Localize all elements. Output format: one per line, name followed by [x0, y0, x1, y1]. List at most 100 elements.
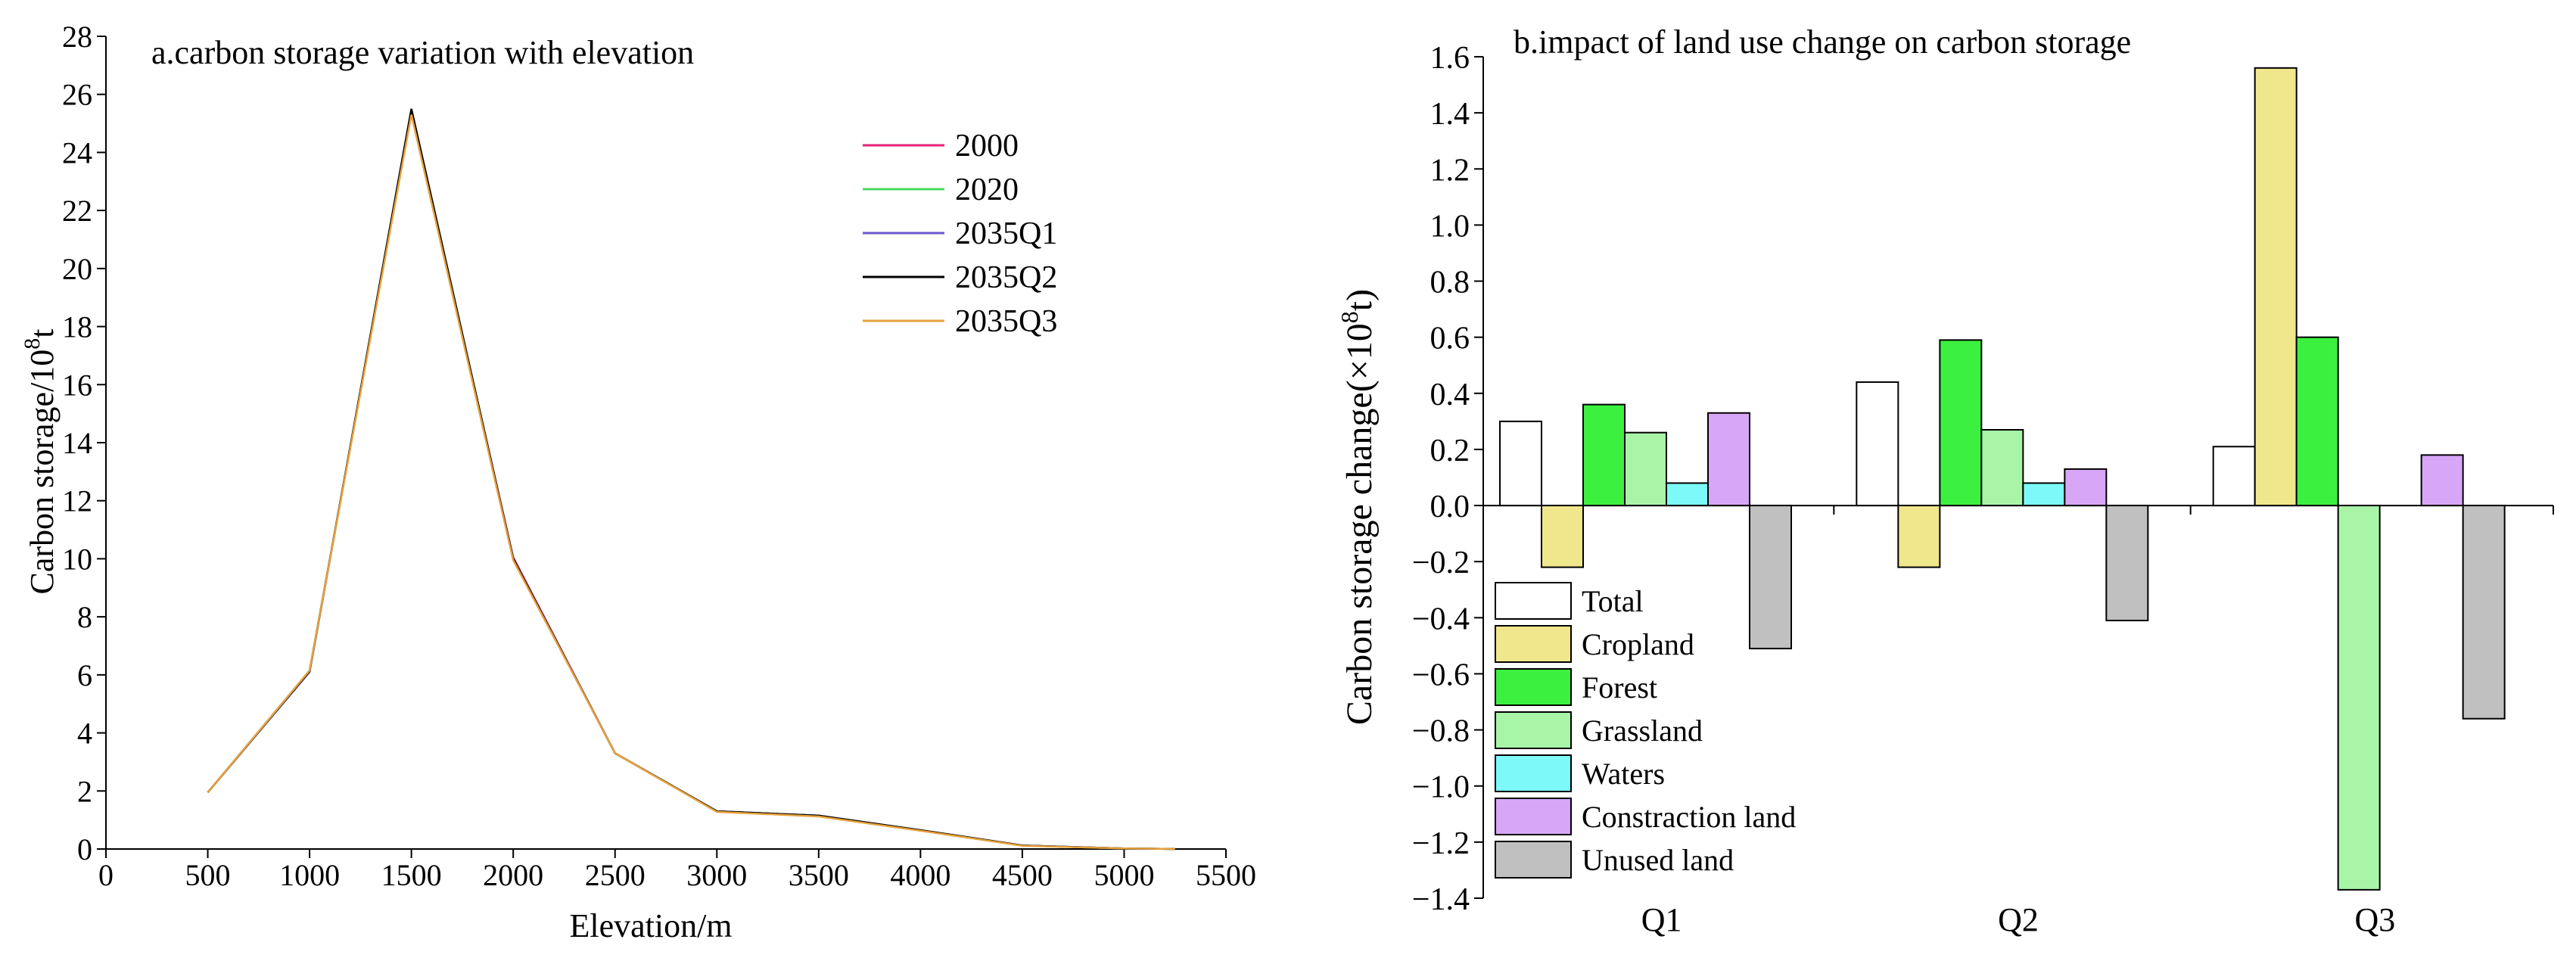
chart-b-y-tick-label: −1.0	[1412, 770, 1470, 805]
chart-b-legend-swatch	[1495, 582, 1572, 620]
chart-a-x-tick-label: 500	[185, 858, 231, 892]
chart-b-bar-Q3-constraction-land	[2420, 454, 2464, 507]
chart-a-y-tick-label: 22	[62, 194, 92, 228]
chart-a-y-tick-label: 6	[77, 658, 92, 692]
chart-b-y-tick-label: 1.2	[1430, 153, 1470, 188]
chart-b-bar-Q2-forest	[1939, 339, 1983, 507]
chart-a-y-tick-label: 4	[77, 717, 92, 751]
chart-a-ylabel-main: Carbon storage/10	[23, 350, 61, 595]
chart-b-y-tick-label: −1.4	[1412, 882, 1470, 917]
chart-b-y-tick-label: 0.8	[1430, 266, 1470, 300]
chart-a-x-tick-label: 0	[98, 858, 114, 892]
chart-b-bar-Q2-unused-land	[2105, 505, 2149, 622]
chart-b-y-tick-label: 0.0	[1430, 490, 1470, 524]
chart-b-y-tick-label: 0.2	[1430, 434, 1470, 468]
chart-b-legend-label: Unused land	[1582, 843, 1734, 877]
chart-a-y-tick-label: 12	[62, 484, 92, 518]
chart-a-legend-label: 2000	[955, 129, 1019, 163]
chart-b-bar-Q2-constraction-land	[2064, 468, 2108, 507]
chart-b-y-tick-label: 1.4	[1430, 97, 1470, 132]
chart-b-legend-swatch	[1495, 754, 1572, 792]
chart-b-y-tick-label: −0.6	[1412, 658, 1470, 692]
chart-a-x-tick-label: 4000	[890, 858, 950, 892]
chart-b-category-label: Q2	[1998, 901, 2039, 938]
chart-a-x-tick-label: 3000	[686, 858, 747, 892]
chart-a-x-tick-label: 5500	[1196, 858, 1256, 892]
chart-b-y-tick-label: −0.8	[1412, 714, 1470, 749]
chart-b-legend: Total Cropland Forest Grassland Waters Constr…	[1495, 582, 1796, 879]
chart-b-y-tick-label: −1.2	[1412, 826, 1470, 861]
chart-a-y-tick-label: 14	[62, 426, 92, 460]
chart-b-ylabel-main: Carbon storage change(×10	[1339, 323, 1380, 725]
chart-b-category-label: Q3	[2354, 901, 2395, 938]
chart-b-legend-swatch	[1495, 841, 1572, 879]
chart-a-x-tick-label: 2500	[585, 858, 646, 892]
chart-b-bar-Q1-unused-land	[1749, 505, 1792, 650]
chart-b-ylabel-tail: t)	[1339, 289, 1380, 311]
chart-a-x-tick-label: 3500	[789, 858, 849, 892]
chart-a-x-tick-label: 5000	[1094, 858, 1154, 892]
chart-b-bar-Q1-waters	[1666, 482, 1709, 507]
chart-a-y-tick-label: 8	[77, 600, 92, 634]
chart-a-y-tick-label: 20	[62, 252, 92, 286]
chart-b-y-tick-label: 0.6	[1430, 322, 1470, 356]
chart-a-y-tick-label: 26	[62, 78, 92, 112]
chart-a-title: a.carbon storage variation with elevatio…	[151, 34, 694, 71]
chart-b-bar-Q2-cropland	[1897, 505, 1941, 568]
chart-b-bar-Q1-cropland	[1541, 505, 1584, 568]
chart-a-ylabel-tail: t	[23, 328, 61, 337]
chart-b-bar-Q3-total	[2212, 446, 2256, 507]
chart-b-legend-label: Constraction land	[1582, 800, 1796, 834]
chart-a-legend-label: 2035Q1	[955, 216, 1057, 251]
chart-b-bar-Q2-grassland	[1980, 428, 2024, 507]
chart-b-legend-label: Cropland	[1582, 627, 1694, 661]
chart-a-legend-label: 2035Q3	[955, 304, 1057, 339]
chart-a-x-tick-label: 1500	[381, 858, 442, 892]
chart-a-y-tick-label: 24	[62, 135, 92, 169]
chart-b-ylabel: Carbon storage change(×108t)	[1336, 289, 1380, 725]
chart-a-axes: 0 500 1000 1500 2000 2500 3000 3500 4000 4500 5000…	[62, 20, 1256, 892]
chart-a-y-tick-label: 0	[77, 832, 92, 866]
chart-b-bar-Q1-total	[1499, 420, 1542, 507]
chart-b-bar-Q3-grassland	[2337, 505, 2381, 891]
chart-a-y-tick-label: 2	[77, 774, 92, 808]
chart-b-legend-label: Waters	[1582, 757, 1665, 791]
chart-b-legend-swatch	[1495, 625, 1572, 663]
chart-b-bar-Q3-cropland	[2254, 67, 2298, 507]
chart-b-legend-label: Forest	[1582, 670, 1657, 704]
chart-a-line-2035Q3	[207, 114, 1175, 851]
chart-a-x-tick-label: 1000	[279, 858, 340, 892]
chart-b-bar-Q3-forest	[2295, 336, 2339, 507]
chart-a-y-tick-label: 28	[62, 20, 92, 54]
chart-a-y-tick-label: 16	[62, 368, 92, 402]
chart-b-title: b.impact of land use change on carbon st…	[1514, 23, 2131, 61]
chart-b-bar-Q1-forest	[1582, 403, 1626, 507]
chart-b-legend-label: Grassland	[1582, 714, 1703, 748]
chart-a-legend: 2000 2020 2035Q1 2035Q2 2035Q3	[863, 129, 1057, 339]
chart-a-x-tick-label: 4500	[992, 858, 1053, 892]
chart-b-bar-Q1-grassland	[1624, 431, 1667, 507]
chart-b-legend-swatch	[1495, 798, 1572, 835]
chart-b-bar-Q3-unused-land	[2462, 505, 2506, 720]
chart-b-bar-Q1-constraction-land	[1707, 412, 1750, 507]
chart-a-ylabel: Carbon storage/108t	[20, 328, 61, 594]
chart-a-legend-label: 2020	[955, 173, 1019, 207]
chart-a-legend-label: 2035Q2	[955, 260, 1057, 295]
chart-b-bar-Q2-waters	[2022, 482, 2066, 507]
chart-b-y-tick-label: −0.4	[1412, 602, 1470, 636]
chart-a-x-tick-label: 2000	[483, 858, 543, 892]
chart-b-y-tick-label: 0.4	[1430, 378, 1470, 412]
chart-a-y-tick-label: 18	[62, 310, 92, 344]
chart-a-lines	[207, 108, 1175, 851]
chart-b-bars	[1499, 67, 2506, 891]
chart-b: b.impact of land use change on carbon st…	[1336, 23, 2554, 938]
chart-b-y-tick-label: 1.0	[1430, 209, 1470, 244]
chart-a-ylabel-sup: 8	[20, 338, 45, 350]
chart-b-legend-swatch	[1495, 711, 1572, 749]
chart-b-legend-label: Total	[1582, 584, 1644, 618]
chart-b-legend-swatch	[1495, 668, 1572, 706]
chart-a-y-tick-label: 10	[62, 542, 92, 576]
